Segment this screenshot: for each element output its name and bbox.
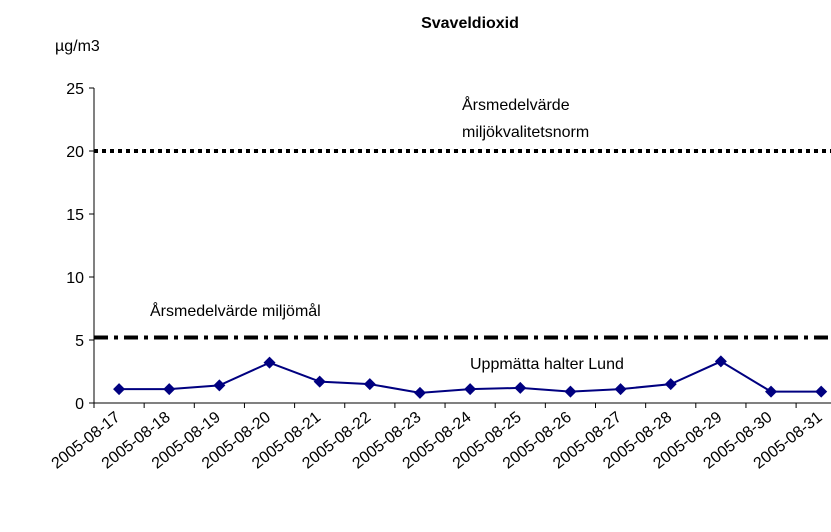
reference-label: Årsmedelvärde miljömål [150,301,321,320]
marker [464,383,477,396]
series-label: Uppmätta halter Lund [470,356,624,373]
y-tick-label: 10 [66,270,84,287]
marker [163,383,176,396]
marker [413,386,426,399]
y-tick-label: 5 [75,333,84,350]
y-tick-label: 0 [75,396,84,413]
marker [113,383,126,396]
marker [815,385,828,398]
marker [313,375,326,388]
marker [564,385,577,398]
reference-label: Årsmedelvärde [462,95,570,114]
marker [213,379,226,392]
marker [363,378,376,391]
chart-title: Svaveldioxid [421,15,519,32]
y-axis-label: µg/m3 [55,38,100,55]
marker [765,385,778,398]
marker [614,383,627,396]
y-tick-label: 20 [66,144,84,161]
y-tick-label: 15 [66,207,84,224]
marker [514,381,527,394]
marker [714,355,727,368]
y-tick-label: 25 [66,81,84,98]
reference-label: miljökvalitetsnorm [462,124,589,141]
marker [263,356,276,369]
marker [664,378,677,391]
